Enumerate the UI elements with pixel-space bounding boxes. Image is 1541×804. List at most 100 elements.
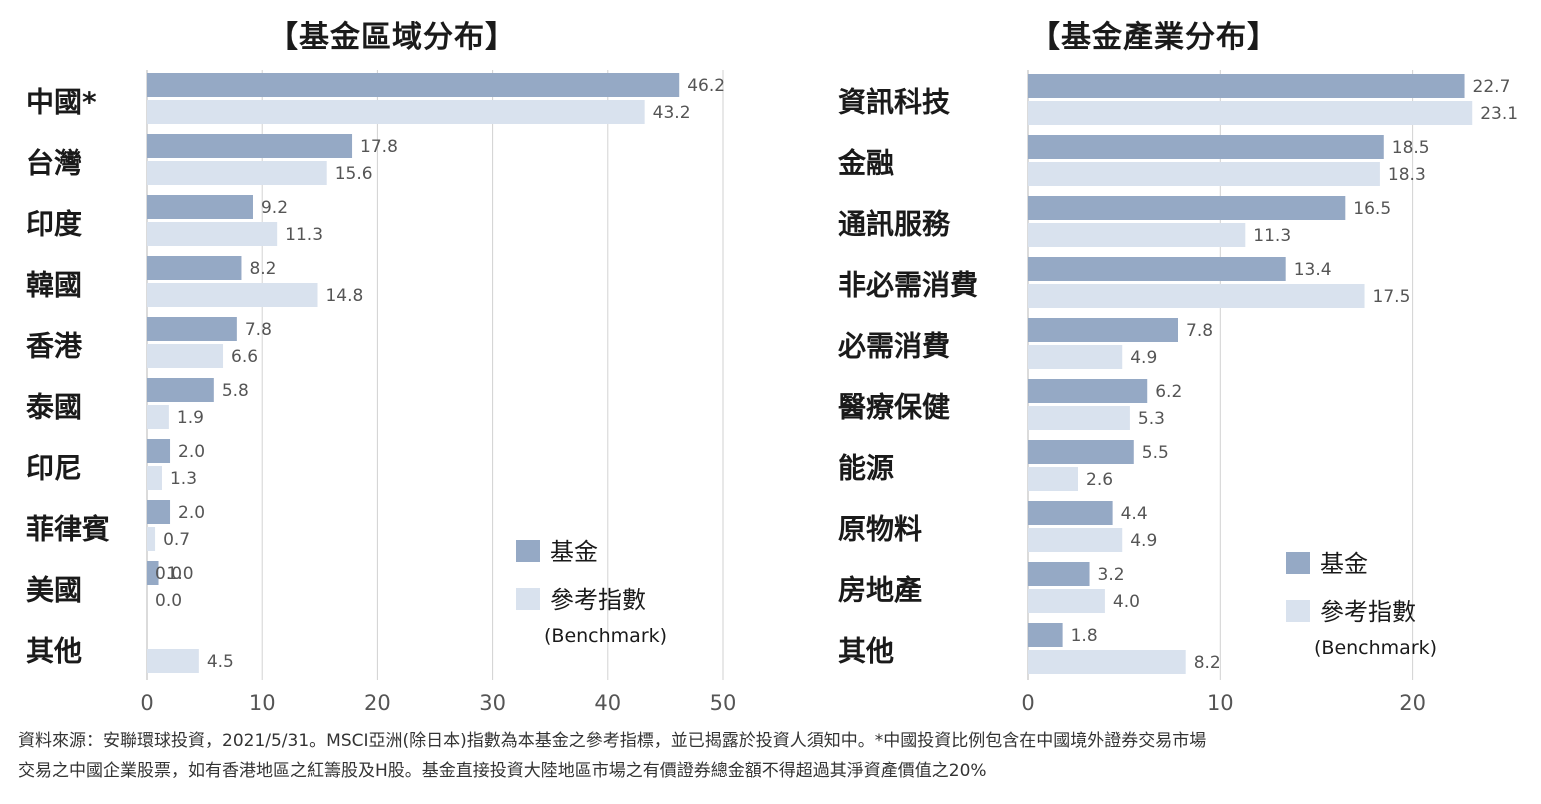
region-benchmark-bar <box>147 222 278 246</box>
region-fund-bar <box>147 256 242 280</box>
sector-fund-value-label: 4.4 <box>1121 504 1148 524</box>
sector-benchmark-value-label: 5.3 <box>1138 409 1165 429</box>
sector-benchmark-bar <box>1028 528 1123 552</box>
sector-fund-value-label: 22.7 <box>1473 77 1511 97</box>
sector-x-tick-label: 20 <box>1399 691 1426 715</box>
region-benchmark-bar <box>147 466 162 490</box>
region-category-label: 泰國 <box>26 391 82 424</box>
sector-chart-title: 【基金產業分布】 <box>1030 20 1278 55</box>
sector-fund-value-label: 1.8 <box>1071 626 1098 646</box>
region-fund-bar <box>147 317 237 341</box>
sector-category-label: 原物料 <box>838 513 922 546</box>
region-benchmark-value-label: 6.6 <box>231 347 258 367</box>
region-benchmark-bar <box>147 100 645 124</box>
region-benchmark-value-label: 14.8 <box>325 286 363 306</box>
region-benchmark-value-label: 1.9 <box>177 408 204 428</box>
sector-fund-bar <box>1028 135 1384 159</box>
region-legend-fund-label: 基金 <box>550 538 598 566</box>
region-fund-value-label: 1.0 <box>167 564 194 584</box>
footnote-line-2: 交易之中國企業股票，如有香港地區之紅籌股及H股。基金直接投資大陸地區市場之有價證… <box>18 761 987 781</box>
sector-benchmark-value-label: 11.3 <box>1253 226 1291 246</box>
region-legend-fund-swatch <box>516 540 540 562</box>
sector-benchmark-value-label: 8.2 <box>1194 653 1221 673</box>
sector-benchmark-value-label: 18.3 <box>1388 165 1426 185</box>
sector-x-tick-label: 10 <box>1207 691 1234 715</box>
region-category-label: 韓國 <box>26 269 82 302</box>
region-x-tick-label: 50 <box>710 691 737 715</box>
sector-fund-value-label: 13.4 <box>1294 260 1332 280</box>
region-fund-value-label: 7.8 <box>245 320 272 340</box>
region-benchmark-bar <box>147 405 169 429</box>
sector-benchmark-value-label: 4.9 <box>1130 348 1157 368</box>
sector-benchmark-bar <box>1028 101 1473 125</box>
sector-fund-bar <box>1028 562 1090 586</box>
region-legend-benchmark-label: 參考指數 <box>550 586 646 614</box>
region-fund-bar <box>147 73 680 97</box>
sector-category-label: 資訊科技 <box>838 86 950 119</box>
region-legend-benchmark-swatch <box>516 588 540 610</box>
region-category-label: 香港 <box>26 330 83 363</box>
region-benchmark-bar <box>147 344 224 368</box>
region-fund-bar <box>147 561 159 585</box>
region-benchmark-bar <box>147 161 327 185</box>
region-x-tick-label: 30 <box>479 691 506 715</box>
sector-fund-bar <box>1028 257 1286 281</box>
sector-benchmark-bar <box>1028 650 1186 674</box>
sector-fund-bar <box>1028 440 1134 464</box>
footnote-line-1: 資料來源：安聯環球投資，2021/5/31。MSCI亞洲(除日本)指數為本基金之… <box>18 731 1207 751</box>
sector-fund-value-label: 18.5 <box>1392 138 1430 158</box>
sector-legend-fund-swatch <box>1286 552 1310 574</box>
sector-fund-value-label: 16.5 <box>1353 199 1391 219</box>
region-fund-value-label: 46.2 <box>687 76 725 96</box>
region-fund-bar <box>147 134 353 158</box>
sector-category-label: 房地產 <box>838 574 922 607</box>
sector-fund-value-label: 6.2 <box>1155 382 1182 402</box>
sector-legend-fund-label: 基金 <box>1320 550 1368 578</box>
region-x-tick-label: 0 <box>140 691 153 715</box>
region-x-tick-label: 40 <box>594 691 621 715</box>
sector-legend-benchmark-label: 參考指數 <box>1320 598 1416 626</box>
sector-legend-benchmark-sublabel: (Benchmark) <box>1314 637 1437 659</box>
sector-benchmark-value-label: 4.9 <box>1130 531 1157 551</box>
region-bar-chart: 0 10 20 30 40 50 中國* 46.2 43.2 台灣 17.8 15.6 印度 9.2 11.… <box>26 70 737 715</box>
region-fund-bar <box>147 378 214 402</box>
sector-category-label: 能源 <box>838 452 894 485</box>
sector-legend-benchmark-swatch <box>1286 600 1310 622</box>
region-category-label: 其他 <box>26 635 82 668</box>
region-benchmark-value-label: 43.2 <box>653 103 691 123</box>
region-category-label: 中國* <box>26 86 97 119</box>
region-x-tick-label: 20 <box>364 691 391 715</box>
region-fund-value-label: 8.2 <box>249 259 276 279</box>
sector-benchmark-bar <box>1028 589 1105 613</box>
sector-fund-bar <box>1028 196 1346 220</box>
sector-bar-chart: 0 10 20 資訊科技 22.7 23.1 金融 18.5 18.3 通訊服務 16.5 11.3 非… <box>837 70 1518 715</box>
region-fund-value-label: 2.0 <box>178 442 205 462</box>
sector-benchmark-value-label: 17.5 <box>1373 287 1411 307</box>
region-benchmark-value-label: 0.7 <box>163 530 190 550</box>
sector-fund-bar <box>1028 379 1148 403</box>
sector-fund-value-label: 5.5 <box>1142 443 1169 463</box>
region-category-label: 菲律賓 <box>26 513 110 546</box>
region-category-label: 印度 <box>26 208 82 241</box>
sector-fund-bar <box>1028 318 1178 342</box>
region-fund-value-label: 0.0 <box>155 564 182 584</box>
sector-benchmark-bar <box>1028 284 1365 308</box>
sector-benchmark-bar <box>1028 223 1246 247</box>
region-legend-benchmark-sublabel: (Benchmark) <box>544 625 667 647</box>
sector-fund-value-label: 3.2 <box>1098 565 1125 585</box>
region-fund-value-label: 2.0 <box>178 503 205 523</box>
sector-category-label: 其他 <box>838 635 894 668</box>
sector-x-tick-label: 0 <box>1021 691 1034 715</box>
region-benchmark-bar <box>147 649 199 673</box>
region-benchmark-value-label: 15.6 <box>335 164 373 184</box>
sector-benchmark-bar <box>1028 345 1123 369</box>
region-x-tick-label: 10 <box>249 691 276 715</box>
region-benchmark-value-label: 0.0 <box>155 591 182 611</box>
region-benchmark-bar <box>147 527 156 551</box>
region-fund-bar <box>147 500 171 524</box>
sector-category-label: 醫療保健 <box>838 391 950 424</box>
region-chart-title: 【基金區域分布】 <box>268 20 516 55</box>
region-category-label: 印尼 <box>26 452 82 485</box>
sector-fund-value-label: 7.8 <box>1186 321 1213 341</box>
